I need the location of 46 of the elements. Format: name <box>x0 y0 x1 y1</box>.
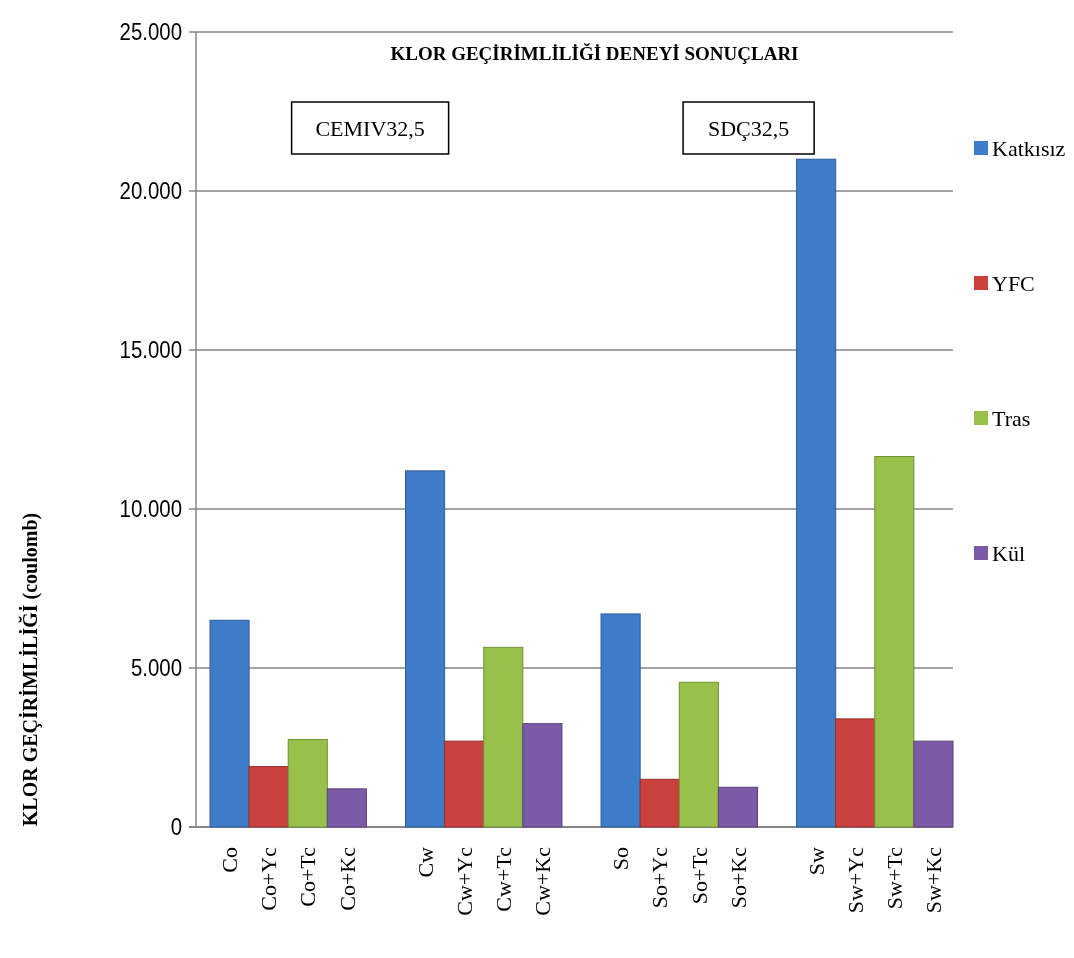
x-tick-label: So+Yc <box>647 846 673 909</box>
legend-label: Kül <box>992 540 1025 566</box>
legend-label: Tras <box>992 405 1031 431</box>
y-axis-title: KLOR GEÇİRİMLİLİĞİ (coulomb) <box>18 512 42 827</box>
bar <box>326 788 367 828</box>
bar <box>522 723 563 828</box>
bar <box>717 786 758 828</box>
y-tick-label: 25.000 <box>119 18 182 46</box>
y-tick-label: 15.000 <box>119 336 182 364</box>
bar <box>483 646 524 828</box>
bar <box>405 470 446 828</box>
y-tick-label: 10.000 <box>119 495 182 523</box>
x-tick-label: Sw+Tc <box>882 846 908 910</box>
bar <box>796 158 837 828</box>
x-tick-label: Cw+Yc <box>451 846 477 916</box>
x-tick-label: So+Kc <box>725 846 751 909</box>
y-tick-label: 20.000 <box>119 177 182 205</box>
x-tick-label: Co+Kc <box>334 846 360 911</box>
bar <box>913 740 954 828</box>
bar <box>639 778 680 828</box>
bar <box>209 619 250 828</box>
annotation: SDÇ32,5 <box>707 115 790 141</box>
x-tick-label: Co+Tc <box>295 846 321 907</box>
bar <box>287 739 328 828</box>
bar <box>678 681 719 828</box>
x-tick-label: Cw <box>412 846 438 878</box>
x-tick-label: So+Tc <box>686 846 712 905</box>
text: KLOR GEÇİRİMLİLİĞİ DENEYİ SONUÇLARI <box>390 43 799 64</box>
x-tick-label: So <box>608 847 634 871</box>
bar <box>248 766 289 828</box>
annotation: CEMIV32,5 <box>315 115 425 141</box>
bar <box>444 740 485 828</box>
y-tick-label: 5.000 <box>130 654 182 682</box>
legend-label: YFC <box>992 270 1035 296</box>
x-tick-label: Co+Yc <box>256 846 282 911</box>
x-tick-label: Cw+Kc <box>530 846 556 916</box>
x-tick-label: Sw+Kc <box>921 846 947 914</box>
x-tick-label: Cw+Tc <box>490 846 516 912</box>
x-tick-label: Sw+Yc <box>842 846 868 914</box>
bar <box>835 718 876 828</box>
legend-label: Katkısız <box>992 135 1066 161</box>
bar <box>874 456 915 828</box>
x-tick-label: Co <box>217 847 243 873</box>
bar <box>600 613 641 828</box>
x-tick-label: Sw <box>803 846 829 876</box>
y-tick-label: 0 <box>170 813 182 841</box>
